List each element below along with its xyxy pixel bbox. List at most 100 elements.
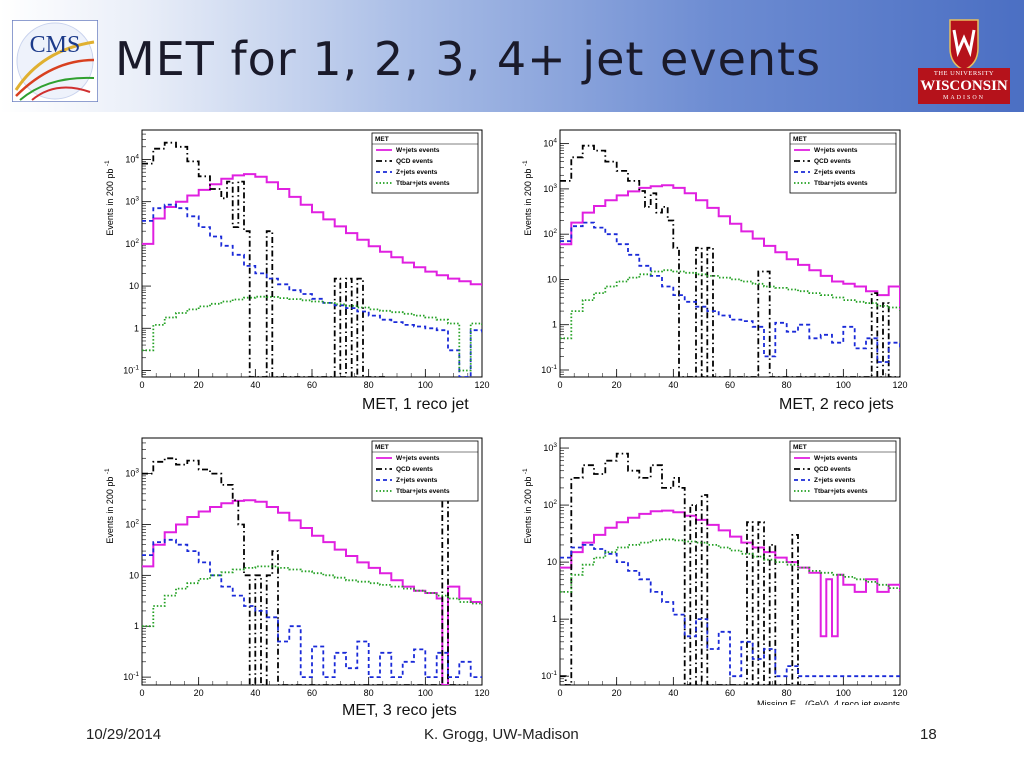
cms-logo-text: CMS	[30, 32, 81, 58]
caption-1-jet: MET, 1 reco jet	[362, 396, 469, 413]
x-tick-label: 60	[725, 688, 735, 698]
y-tick-label: 10	[547, 557, 557, 567]
x-tick-label: 60	[307, 380, 317, 390]
series-line-qcd	[142, 457, 465, 685]
y-tick-label: 103	[125, 196, 139, 207]
chart-panel-1-jet: 10-1 1 10 102 103 104 0 20 40 60 80 100 120 Events in…	[100, 122, 490, 397]
caption-3-jets: MET, 3 reco jets	[342, 702, 457, 719]
legend-entry-qcd: QCD events	[814, 158, 851, 165]
y-tick-label: 1	[552, 320, 557, 330]
y-tick-label: 10	[547, 274, 557, 284]
x-tick-label: 20	[612, 380, 622, 390]
footer-author: K. Grogg, UW-Madison	[424, 726, 579, 743]
y-tick-label: 10	[129, 281, 139, 291]
chart-panel-2-jets: 10-1 1 10 102 103 104 0 20 40 60 80 100 120 Events in…	[518, 122, 908, 397]
legend-entry-zjets: Z+jets events	[814, 169, 856, 176]
x-tick-label: 120	[474, 688, 489, 698]
x-tick-label: 20	[194, 688, 204, 698]
y-axis-label: Events in 200 pb -1	[104, 160, 115, 236]
series-line-zjets	[142, 538, 482, 678]
x-tick-label: 40	[250, 688, 260, 698]
y-tick-label: 1	[134, 323, 139, 333]
uw-logo-line2: WISCONSIN	[920, 78, 1008, 94]
legend-entry-wjets: W+jets events	[814, 147, 858, 154]
y-tick-label: 102	[125, 518, 139, 529]
chart-svg-4-jets: 10-1 1 10 102 103 0 20 40 60 80 100 120 Events in 20…	[522, 437, 908, 705]
legend-entry-zjets: Z+jets events	[396, 169, 438, 176]
cms-logo: CMS	[12, 20, 98, 102]
y-tick-label: 103	[543, 442, 557, 453]
x-tick-label: 0	[139, 688, 144, 698]
slide-title: MET for 1, 2, 3, 4+ jet events	[115, 32, 822, 86]
x-tick-label: 0	[139, 380, 144, 390]
legend-entry-ttbar: Ttbar+jets events	[814, 180, 868, 187]
uw-logo-line1: THE UNIVERSITY	[933, 70, 995, 77]
footer-date: 10/29/2014	[86, 726, 162, 743]
chart-panel-3-jets: 10-1 1 10 102 103 0 20 40 60 80 100 120 Events in 20…	[100, 430, 490, 705]
legend-entry-wjets: W+jets events	[396, 147, 440, 154]
x-tick-label: 120	[892, 380, 907, 390]
series-line-ttbar	[142, 565, 482, 628]
legend-entry-ttbar: Ttbar+jets events	[814, 488, 868, 495]
series-line-zjets	[560, 544, 900, 678]
x-tick-label: 80	[782, 380, 792, 390]
legend-title: MET	[375, 444, 389, 451]
uw-logo: THE UNIVERSITY WISCONSIN MADISON	[914, 18, 1014, 104]
legend-entry-wjets: W+jets events	[396, 455, 440, 462]
legend-entry-wjets: W+jets events	[814, 455, 858, 462]
chart-svg-1-jet: 10-1 1 10 102 103 104 0 20 40 60 80 100 120 Events in…	[104, 129, 490, 390]
x-axis-label: Missing E T (GeV), 4 reco jet events	[757, 699, 901, 705]
legend-box	[789, 132, 897, 194]
legend-box	[371, 132, 479, 194]
legend-title: MET	[375, 136, 389, 143]
x-tick-label: 80	[364, 380, 374, 390]
legend-entry-qcd: QCD events	[396, 466, 433, 473]
uw-logo-line3: MADISON	[942, 95, 985, 101]
chart-svg-3-jets: 10-1 1 10 102 103 0 20 40 60 80 100 120 Events in 20…	[104, 437, 490, 698]
series-line-wjets	[560, 509, 900, 638]
slide-header: CMS MET for 1, 2, 3, 4+ jet events THE U…	[0, 0, 1024, 112]
x-tick-label: 80	[364, 688, 374, 698]
series-line-qcd	[560, 144, 900, 377]
x-tick-label: 120	[892, 688, 907, 698]
y-tick-label: 10-1	[123, 364, 139, 375]
y-axis-label: Events in 200 pb -1	[104, 468, 115, 544]
series-line-zjets	[560, 221, 900, 363]
x-tick-label: 0	[557, 688, 562, 698]
series-line-wjets	[142, 499, 482, 685]
x-tick-label: 120	[474, 380, 489, 390]
y-axis-label: Events in 200 pb -1	[522, 468, 533, 544]
y-tick-label: 10-1	[541, 364, 557, 375]
series-line-ttbar	[560, 269, 900, 340]
x-tick-label: 20	[194, 380, 204, 390]
y-tick-label: 10	[129, 570, 139, 580]
y-tick-label: 102	[543, 228, 557, 239]
x-tick-label: 100	[836, 688, 851, 698]
legend-entry-ttbar: Ttbar+jets events	[396, 488, 450, 495]
legend-entry-zjets: Z+jets events	[814, 477, 856, 484]
legend-entry-ttbar: Ttbar+jets events	[396, 180, 450, 187]
x-tick-label: 100	[418, 688, 433, 698]
x-tick-label: 100	[836, 380, 851, 390]
chart-svg-2-jets: 10-1 1 10 102 103 104 0 20 40 60 80 100 120 Events in…	[522, 129, 908, 390]
y-tick-label: 10-1	[541, 670, 557, 681]
y-tick-label: 1	[552, 614, 557, 624]
legend-entry-qcd: QCD events	[814, 466, 851, 473]
x-tick-label: 20	[612, 688, 622, 698]
legend-entry-qcd: QCD events	[396, 158, 433, 165]
legend-entry-zjets: Z+jets events	[396, 477, 438, 484]
y-tick-label: 102	[543, 499, 557, 510]
y-tick-label: 104	[125, 153, 139, 164]
series-line-zjets	[142, 203, 482, 377]
y-tick-label: 103	[543, 183, 557, 194]
x-tick-label: 60	[307, 688, 317, 698]
y-tick-label: 103	[125, 468, 139, 479]
x-tick-label: 40	[668, 380, 678, 390]
x-tick-label: 40	[250, 380, 260, 390]
x-tick-label: 40	[668, 688, 678, 698]
series-line-qcd	[142, 141, 386, 377]
series-line-wjets	[142, 173, 482, 287]
y-tick-label: 102	[125, 238, 139, 249]
legend-title: MET	[793, 136, 807, 143]
chart-panel-4-jets: 10-1 1 10 102 103 0 20 40 60 80 100 120 Events in 20…	[518, 430, 908, 705]
